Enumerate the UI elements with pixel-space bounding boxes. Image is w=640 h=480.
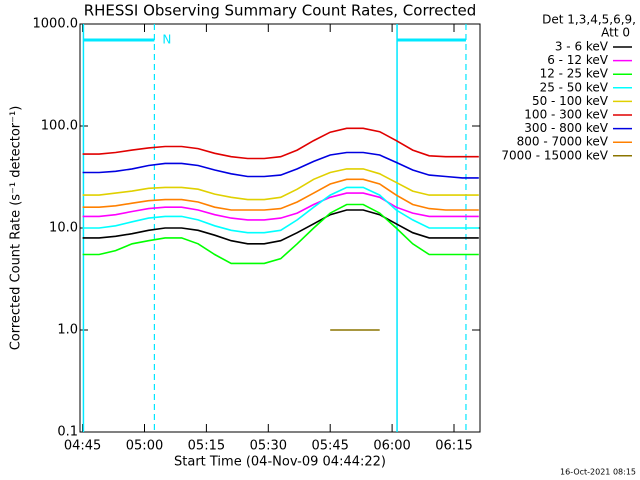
series-line xyxy=(82,178,479,211)
x-tick-label: 06:15 xyxy=(435,439,472,454)
y-tick-label: 100.0 xyxy=(41,119,78,134)
night-label: N xyxy=(162,33,171,47)
plot-frame xyxy=(79,23,481,433)
y-axis-label: Corrected Count Rate (s⁻¹ detector⁻¹) xyxy=(9,106,24,351)
legend-header: Det 1,3,4,5,6,9, xyxy=(542,13,636,27)
chart-title: RHESSI Observing Summary Count Rates, Co… xyxy=(84,2,477,20)
x-tick-label: 05:45 xyxy=(311,439,348,454)
legend-label: 12 - 25 keV xyxy=(540,67,609,81)
series-line xyxy=(82,186,479,234)
legend-label: 3 - 6 keV xyxy=(555,40,609,54)
legend-label: 7000 - 15000 keV xyxy=(501,148,608,162)
footer: 16-Oct-2021 08:15 xyxy=(560,468,636,477)
series-line xyxy=(82,203,479,265)
legend-label: 100 - 300 keV xyxy=(524,108,608,122)
x-tick-label: 06:00 xyxy=(373,439,410,454)
x-axis-label: Start Time (04-Nov-09 04:44:22) xyxy=(174,455,386,470)
x-tick-label: 04:45 xyxy=(64,439,101,454)
series-line xyxy=(82,168,479,201)
y-tick-label: 10.0 xyxy=(49,221,78,236)
legend-label: 50 - 100 keV xyxy=(532,94,609,108)
legend-label: 25 - 50 keV xyxy=(540,80,609,94)
legend-label: 800 - 7000 keV xyxy=(517,135,609,149)
y-tick-label: 0.1 xyxy=(57,425,78,440)
x-tick-label: 05:30 xyxy=(250,439,287,454)
series-line xyxy=(82,192,479,221)
y-tick-label: 1.0 xyxy=(57,323,78,338)
y-tick-label: 1000.0 xyxy=(33,17,79,32)
series-line xyxy=(82,209,479,245)
series-line xyxy=(82,127,479,160)
legend-label: 6 - 12 keV xyxy=(547,53,609,67)
x-tick-label: 05:15 xyxy=(188,439,225,454)
legend-header: Att 0 xyxy=(601,26,630,40)
series-line xyxy=(82,151,479,179)
x-tick-label: 05:00 xyxy=(126,439,163,454)
legend-label: 300 - 800 keV xyxy=(524,121,608,135)
